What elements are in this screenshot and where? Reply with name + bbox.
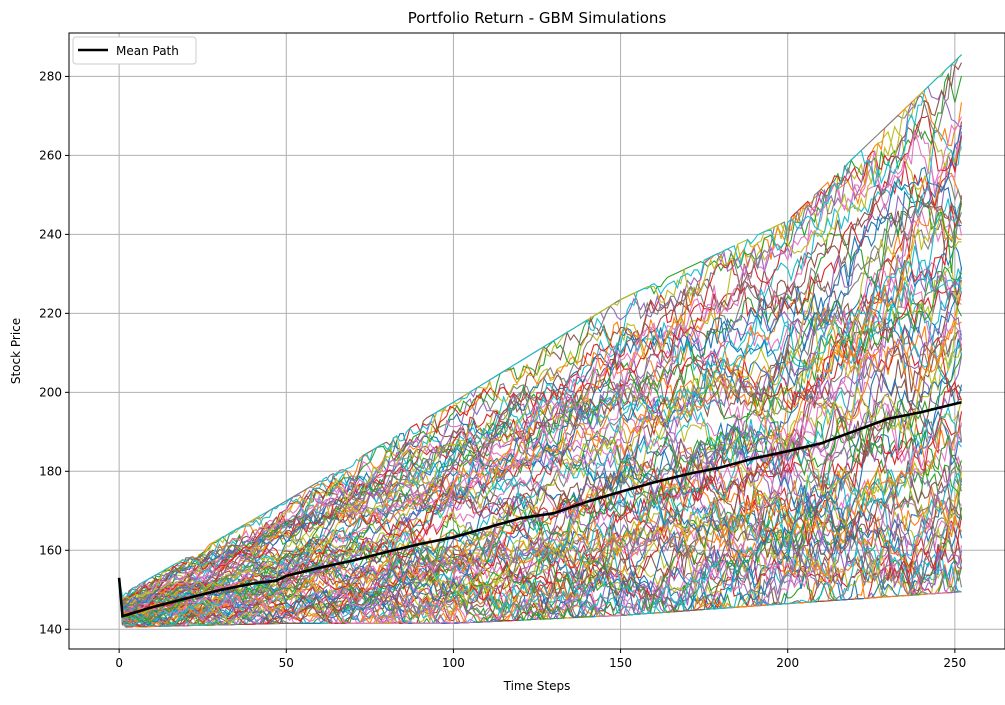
legend: Mean Path bbox=[72, 36, 197, 65]
legend-mean-path-label: Mean Path bbox=[116, 44, 179, 58]
y-tick-label: 200 bbox=[39, 385, 62, 399]
x-tick-label: 200 bbox=[776, 656, 799, 670]
simulation-path bbox=[118, 54, 962, 599]
simulation-path bbox=[118, 267, 963, 612]
x-axis-label: Time Steps bbox=[503, 679, 571, 693]
axis-ticks: 0 50 100 150 200 250 140 160 180 200 220 240 260 280 bbox=[39, 69, 966, 670]
y-tick-label: 160 bbox=[39, 543, 62, 557]
mean-path-line bbox=[117, 400, 962, 618]
simulation-path bbox=[118, 281, 963, 614]
simulation-path bbox=[118, 54, 962, 601]
legend-box bbox=[72, 36, 197, 65]
y-tick-label: 140 bbox=[39, 622, 62, 636]
x-tick-label: 250 bbox=[943, 656, 966, 670]
simulation-path bbox=[118, 54, 962, 602]
simulation-path bbox=[118, 121, 963, 605]
simulation-path bbox=[118, 398, 963, 624]
plot-frame bbox=[68, 32, 1005, 650]
simulation-paths bbox=[118, 54, 963, 628]
simulation-path bbox=[118, 478, 963, 627]
y-tick-label: 280 bbox=[39, 69, 62, 83]
simulation-path bbox=[118, 114, 963, 603]
y-tick-label: 240 bbox=[39, 227, 62, 241]
simulation-path bbox=[118, 479, 962, 625]
y-axis-label: Stock Price bbox=[9, 318, 23, 384]
x-tick-label: 100 bbox=[442, 656, 465, 670]
simulation-path bbox=[118, 116, 962, 599]
simulation-path bbox=[118, 270, 962, 618]
simulation-path bbox=[118, 454, 963, 627]
simulation-path bbox=[118, 206, 962, 609]
y-tick-label: 180 bbox=[39, 464, 62, 478]
y-tick-label: 260 bbox=[39, 148, 62, 162]
x-tick-label: 50 bbox=[279, 656, 294, 670]
simulation-path bbox=[118, 343, 963, 619]
simulation-path bbox=[118, 405, 963, 619]
x-tick-label: 0 bbox=[115, 656, 123, 670]
y-tick-label: 220 bbox=[39, 306, 62, 320]
simulation-path bbox=[118, 62, 962, 601]
simulation-path bbox=[118, 399, 963, 610]
grid bbox=[69, 33, 1005, 649]
x-tick-label: 150 bbox=[609, 656, 632, 670]
simulation-path bbox=[118, 243, 963, 601]
simulation-path bbox=[118, 268, 963, 616]
simulation-path bbox=[118, 410, 962, 626]
mean-path-layer bbox=[117, 400, 962, 618]
chart-title: Portfolio Return - GBM Simulations bbox=[408, 9, 667, 27]
simulation-path bbox=[118, 193, 962, 606]
simulation-path bbox=[118, 125, 962, 605]
